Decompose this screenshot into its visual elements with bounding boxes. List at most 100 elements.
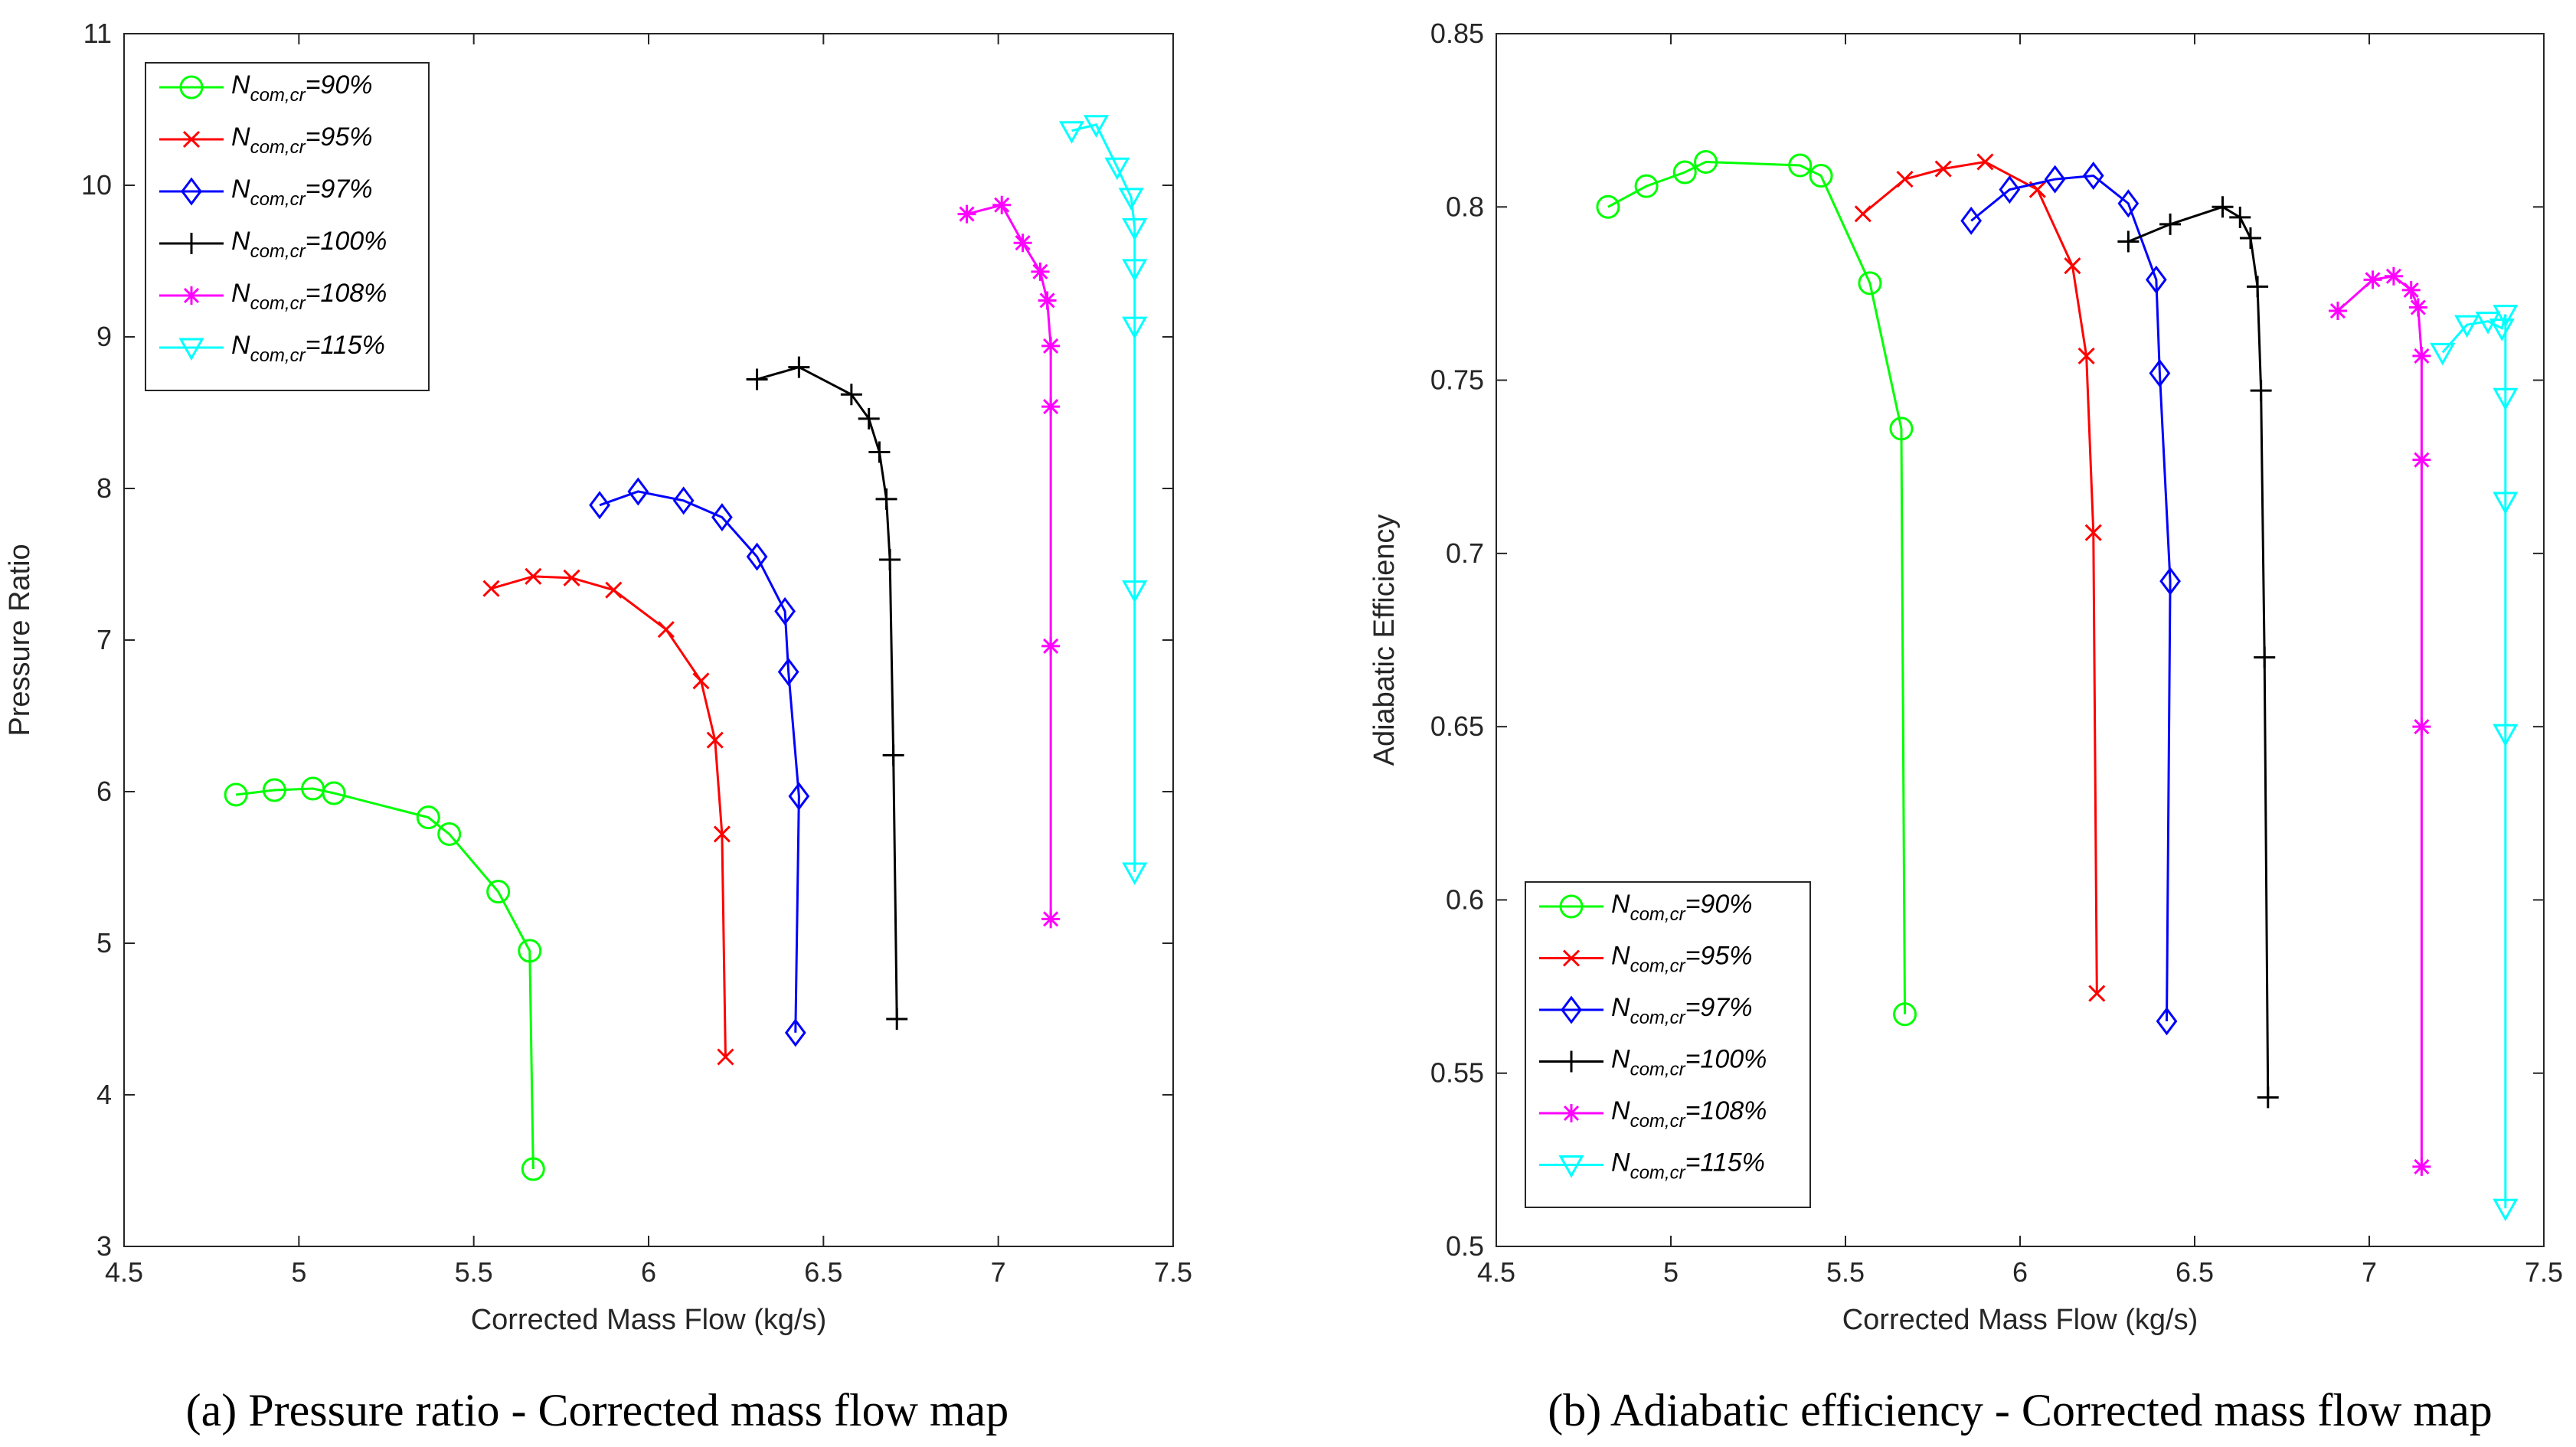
legend-marker [178,338,204,361]
data-point [2401,280,2421,299]
data-point [437,821,462,846]
data-point [1634,174,1659,198]
data-point [882,744,904,766]
x-axis-label: Corrected Mass Flow (kg/s) [1842,1304,2198,1336]
series-97 [1960,162,2181,1036]
y-tick-label: 7 [96,624,112,655]
legend-marker [182,286,201,305]
data-point [2145,265,2167,294]
y-tick-label: 0.7 [1446,537,1484,569]
data-point [713,825,731,843]
legend-entry: Ncom,cr=108% [231,279,387,314]
x-tick-label: 6 [641,1256,656,1288]
legend-entry: Ncom,cr=115% [1611,1148,1765,1184]
series-line [757,365,898,1020]
legend-box [1525,881,1811,1208]
data-point [2430,342,2456,366]
data-point [957,204,976,224]
legend-marker [1561,1050,1582,1073]
legend-marker [181,233,202,254]
data-point [692,672,710,690]
data-point [486,880,511,904]
series-90 [1596,149,1917,1027]
legend-entry: Ncom,cr=95% [231,122,372,158]
data-point [868,441,891,463]
series-line [235,787,534,1170]
series-line [2127,205,2270,1098]
series-115 [2430,305,2519,1222]
y-tick-label: 5 [96,927,112,959]
data-point [746,368,768,390]
x-tick-label: 6.5 [804,1256,842,1288]
data-point [2044,165,2066,194]
legend-entry: Ncom,cr=97% [231,175,372,210]
y-tick-label: 11 [83,18,112,49]
data-point [2077,347,2095,364]
data-point [525,567,542,585]
data-point [589,491,610,520]
data-point [858,407,880,430]
data-point [2229,206,2251,228]
series-line [966,203,1052,919]
data-point [717,1048,734,1066]
data-point [2328,302,2347,321]
data-point [1122,217,1148,241]
panel-b-adiabatic-efficiency: 4.5 5 5.5 6 6.5 7 7.5 0.5 0.55 0.6 0.65 0.7 0.75 0.8 0… [1368,18,2563,1436]
data-point [1041,636,1061,655]
x-tick-label: 5.5 [455,1256,493,1288]
legend-entry: Ncom,cr=90% [231,70,372,106]
data-point [1896,171,1914,188]
series-line [599,490,800,1033]
series-108 [957,195,1061,929]
data-point [788,782,810,811]
data-point [2412,450,2431,469]
data-point [788,356,810,378]
data-point [886,1008,908,1030]
series-line [2441,314,2507,1209]
data-point [2247,276,2269,298]
data-point [774,596,796,626]
data-point [746,542,768,571]
data-point [627,477,649,506]
series-line [1970,175,2172,1021]
data-point [2493,387,2519,411]
data-point [2493,724,2519,747]
y-axis-label: Adiabatic Efficiency [1368,514,1401,766]
y-tick-label: 3 [96,1230,112,1262]
data-point [875,488,897,510]
y-tick-label: 0.6 [1446,884,1484,915]
data-point [1934,160,1952,178]
data-point [2250,380,2272,402]
data-point [2064,257,2081,275]
y-tick-label: 4 [96,1079,112,1110]
data-point [2088,985,2106,1002]
data-point [840,384,862,406]
legend-box [145,62,430,391]
data-point [2454,315,2480,338]
data-point [1596,194,1620,219]
data-point [563,569,580,586]
data-point [2149,359,2171,388]
x-tick-label: 7.5 [2525,1256,2563,1288]
data-point [2239,227,2261,250]
y-tick-label: 9 [96,321,112,352]
data-point [224,782,248,807]
series-95 [482,567,734,1066]
legend-entry: Ncom,cr=100% [1611,1045,1767,1080]
data-point [262,778,286,802]
data-point [2159,567,2181,596]
data-point [711,503,733,532]
data-point [605,581,623,599]
y-tick-label: 0.55 [1430,1057,1484,1089]
data-point [1122,862,1148,886]
data-point [1672,160,1697,185]
series-97 [589,477,810,1047]
data-point [2493,492,2519,515]
figure-caption: (a) Pressure ratio - Corrected mass flow… [186,1385,1009,1436]
legend-marker [1558,1155,1584,1178]
legend-entry: Ncom,cr=115% [231,331,385,366]
data-point [2412,346,2431,365]
data-point [992,195,1012,214]
data-point [2384,266,2403,286]
data-point [1122,259,1148,282]
